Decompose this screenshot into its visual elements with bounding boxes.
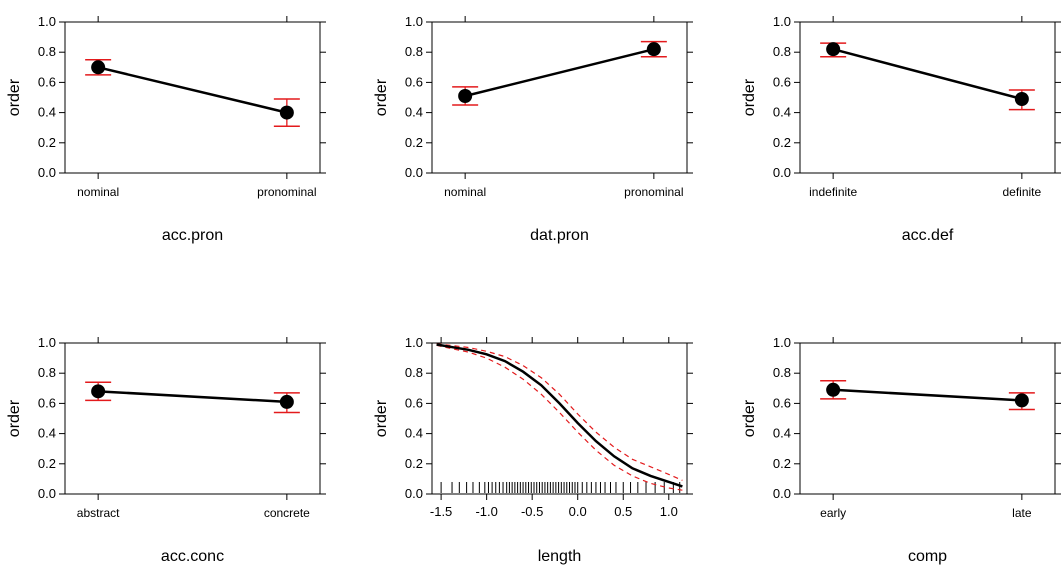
plot-frame [799,342,1056,495]
effect-point [279,394,294,409]
y-tick-label: 1.0 [773,14,791,29]
y-tick-label: 0.8 [38,44,56,59]
effect-point [826,42,841,57]
y-tick-label: 0.2 [773,456,791,471]
plot-frame [431,342,688,495]
y-tick-label: 0.8 [405,44,423,59]
y-tick-label: 0.0 [38,165,56,180]
effect-point [91,60,106,75]
x-category-label: indefinite [809,185,857,199]
y-axis-label: order [741,399,758,437]
effect-line [97,66,288,114]
panel-acc-pron: 0.0 0.2 0.4 0.6 0.8 1.0 order acc.pron nominal pr… [6,14,326,244]
effect-point [458,88,473,103]
x-axis-label: length [538,548,582,565]
effect-point [1014,393,1029,408]
effect-point [646,42,661,57]
y-tick-label: 0.0 [405,486,423,501]
y-tick-label: 0.2 [38,456,56,471]
panel-length: 0.0 0.2 0.4 0.6 0.8 1.0 order length -1.5 -1.0 -0.… [373,335,693,565]
y-tick-label: 1.0 [405,14,423,29]
y-tick-label: 0.6 [405,395,423,410]
y-tick-label: 0.4 [773,105,791,120]
panel-comp: 0.0 0.2 0.4 0.6 0.8 1.0 order comp early late [741,335,1061,565]
y-tick-label: 0.0 [38,486,56,501]
y-tick-label: 0.8 [405,365,423,380]
y-tick-label: 0.6 [38,395,56,410]
y-tick-label: 1.0 [38,335,56,350]
y-tick-label: 1.0 [405,335,423,350]
y-tick-label: 1.0 [38,14,56,29]
ci-lower-line [436,344,683,491]
x-tick-label: 0.0 [569,504,587,519]
x-category-label: pronominal [624,185,683,199]
y-axis-label: order [373,399,390,437]
panel-acc-conc: 0.0 0.2 0.4 0.6 0.8 1.0 order acc.conc abstract c… [6,335,326,565]
y-tick-label: 0.4 [405,105,423,120]
effect-line [436,343,683,488]
y-axis-label: order [6,78,23,116]
y-tick-label: 0.8 [773,365,791,380]
effect-point [1014,92,1029,107]
x-tick-label: -1.0 [475,504,497,519]
y-tick-label: 0.6 [38,74,56,89]
y-tick-label: 0.2 [405,135,423,150]
y-tick-label: 0.4 [38,426,56,441]
y-axis-label: order [373,78,390,116]
x-axis-label: acc.conc [161,548,224,565]
x-category-label: nominal [444,185,486,199]
y-axis-label: order [6,399,23,437]
panel-acc-def: 0.0 0.2 0.4 0.6 0.8 1.0 order acc.def indefinite… [741,14,1061,244]
plot-frame [799,21,1056,174]
effect-line [832,47,1023,101]
x-category-label: nominal [77,185,119,199]
y-tick-label: 0.8 [38,365,56,380]
panel-dat-pron: 0.0 0.2 0.4 0.6 0.8 1.0 order dat.pron nominal pr… [373,14,693,244]
effect-point [279,105,294,120]
plot-frame [64,342,321,495]
x-category-label: definite [1002,185,1041,199]
y-tick-label: 0.6 [773,395,791,410]
x-axis-label: acc.def [902,227,954,244]
effect-point [91,384,106,399]
y-tick-label: 1.0 [773,335,791,350]
effect-line [464,47,655,98]
y-tick-label: 0.6 [405,74,423,89]
y-tick-label: 0.8 [773,44,791,59]
x-category-label: abstract [77,506,120,520]
plot-frame [64,21,321,174]
plot-frame [431,21,688,174]
y-tick-label: 0.4 [773,426,791,441]
effect-point [826,382,841,397]
x-tick-label: -1.5 [430,504,452,519]
effect-line [98,390,287,404]
x-category-label: early [820,506,846,520]
x-axis-label: dat.pron [530,227,589,244]
x-category-label: pronominal [257,185,316,199]
effect-line [833,388,1022,402]
y-tick-label: 0.2 [773,135,791,150]
x-tick-label: 0.5 [614,504,632,519]
y-tick-label: 0.0 [405,165,423,180]
x-axis-label: acc.pron [162,227,223,244]
x-category-label: concrete [264,506,310,520]
x-axis-label: comp [908,548,947,565]
y-tick-label: 0.2 [405,456,423,471]
y-tick-label: 0.0 [773,165,791,180]
x-tick-label: 1.0 [660,504,678,519]
x-category-label: late [1012,506,1032,520]
y-tick-label: 0.4 [38,105,56,120]
y-tick-label: 0.0 [773,486,791,501]
y-tick-label: 0.2 [38,135,56,150]
y-tick-label: 0.6 [773,74,791,89]
x-tick-label: -0.5 [521,504,543,519]
y-tick-label: 0.4 [405,426,423,441]
ci-upper-line [436,343,683,481]
y-axis-label: order [741,78,758,116]
